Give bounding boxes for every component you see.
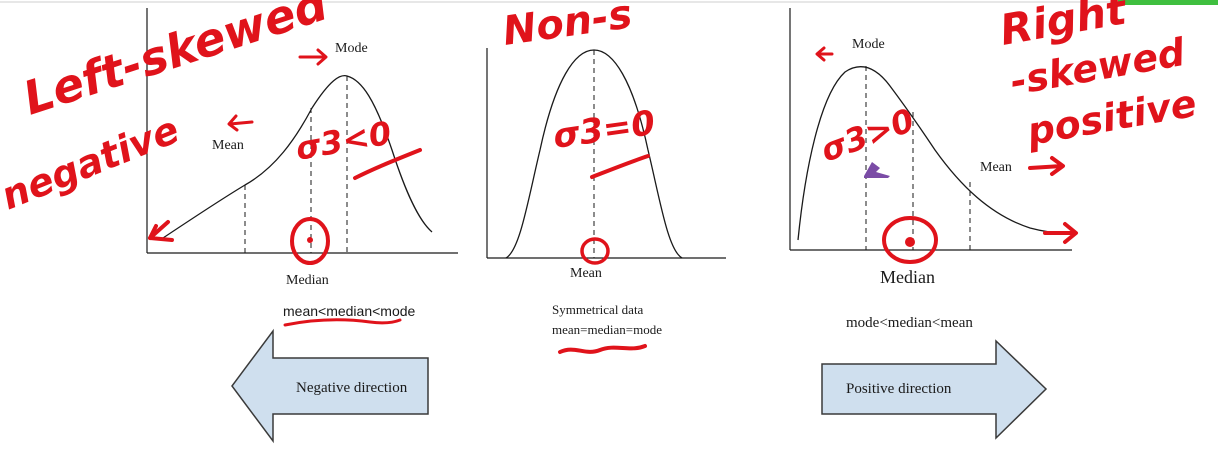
right-median-label: Median xyxy=(880,267,935,287)
annot-left-sub: negative xyxy=(0,107,185,218)
left-mean-label: Mean xyxy=(212,138,244,153)
annot-center-underline xyxy=(590,154,650,179)
center-caption-line1: Symmetrical data xyxy=(552,302,644,317)
center-mean-label: Mean xyxy=(570,266,602,281)
pen-cursor-icon xyxy=(864,162,890,178)
annot-center-title: Non-s xyxy=(500,0,635,55)
left-relation: mean<median<mode xyxy=(283,303,416,319)
left-skew-curve xyxy=(159,75,433,241)
negative-direction-label: Negative direction xyxy=(296,380,408,396)
annot-left-median-dot xyxy=(307,237,313,243)
annot-left-title: Left-skewed xyxy=(17,0,335,125)
annot-center-mean-circle xyxy=(580,237,610,265)
annot-left-median-circle xyxy=(290,217,330,265)
annot-arrow-right-mode xyxy=(815,46,834,62)
center-panel: Mean Symmetrical data mean=median=mode xyxy=(486,48,726,337)
annot-left-formula: σ3<0 xyxy=(293,114,394,168)
corner-tab xyxy=(1118,0,1218,5)
positive-direction-label: Positive direction xyxy=(846,381,952,397)
annot-right-formula: σ3>0 xyxy=(816,101,919,170)
left-panel: Mode Mean Median mean<median<mode Negati… xyxy=(146,8,458,444)
annot-tail-arrow xyxy=(148,220,174,242)
right-relation: mode<median<mean xyxy=(846,315,973,331)
left-median-label: Median xyxy=(286,273,329,288)
annot-arrow-right-mean xyxy=(1028,156,1065,176)
center-caption-line2: mean=median=mode xyxy=(552,322,662,337)
annot-arrow-mean xyxy=(227,114,254,132)
annot-left-underline xyxy=(353,148,422,180)
right-panel: Mode Mean Median mode<median<mean Positi… xyxy=(789,8,1072,440)
positive-direction-arrow xyxy=(821,339,1048,440)
annot-right-median-circle xyxy=(882,216,938,264)
handwritten-annotations: Left-skewed negative σ3<0 Non-s σ3=0 Rig… xyxy=(0,0,1200,354)
right-skew-curve xyxy=(797,66,1066,241)
right-mean-label: Mean xyxy=(980,160,1012,175)
right-mode-label: Mode xyxy=(852,37,885,52)
left-mode-label: Mode xyxy=(335,41,368,56)
annot-arrow-mode xyxy=(298,48,328,66)
annot-right-tail-arrow xyxy=(1043,222,1078,244)
annot-center-formula: σ3=0 xyxy=(551,103,658,157)
annot-center-wavy-underline xyxy=(558,344,647,354)
negative-direction-arrow xyxy=(231,328,429,444)
annot-left-relation-underline xyxy=(283,318,402,327)
annot-right-median-dot xyxy=(905,237,915,247)
